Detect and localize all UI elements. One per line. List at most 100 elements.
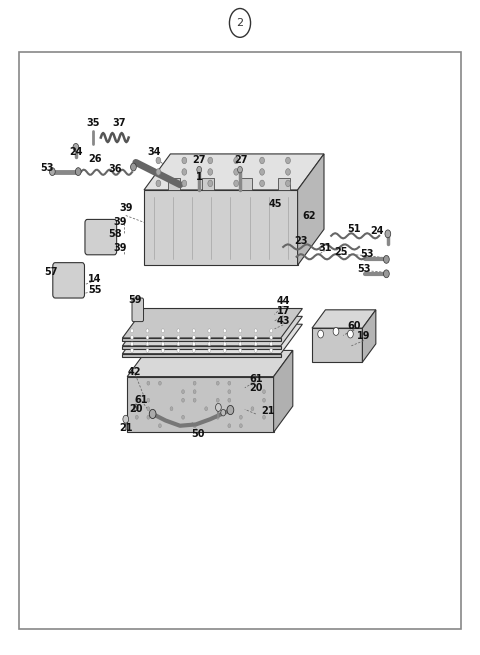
Text: 24: 24 [69,147,83,157]
Circle shape [238,166,242,173]
Circle shape [270,335,273,339]
Text: 27: 27 [192,155,206,165]
Circle shape [177,329,180,333]
Circle shape [208,335,211,339]
Text: 61: 61 [249,373,263,384]
Circle shape [208,168,213,175]
Circle shape [147,415,150,419]
Text: 53: 53 [360,249,374,259]
Text: 42: 42 [128,367,141,377]
Circle shape [240,424,242,428]
Circle shape [223,348,226,352]
Circle shape [286,157,290,164]
Polygon shape [298,154,324,265]
Text: 26: 26 [88,153,102,164]
Text: 57: 57 [45,267,58,277]
Circle shape [208,329,211,333]
Circle shape [223,342,226,346]
Text: 51: 51 [348,224,361,234]
Circle shape [131,335,133,339]
Text: 62: 62 [302,211,315,221]
Circle shape [192,329,195,333]
Circle shape [156,180,161,187]
Circle shape [228,381,231,385]
Circle shape [73,143,79,151]
Circle shape [123,415,129,423]
Text: 34: 34 [148,147,161,157]
Circle shape [131,163,136,171]
Bar [278,178,290,190]
Text: 59: 59 [129,295,142,305]
Polygon shape [122,309,302,338]
Text: 45: 45 [268,199,282,210]
Circle shape [223,329,226,333]
Circle shape [146,342,149,346]
Polygon shape [144,190,298,265]
Circle shape [254,348,257,352]
Circle shape [49,168,55,176]
Text: 37: 37 [112,118,126,128]
Circle shape [182,168,187,175]
Polygon shape [274,350,293,432]
Circle shape [263,390,265,394]
Circle shape [149,409,156,419]
Circle shape [240,415,242,419]
Circle shape [221,409,226,416]
FancyBboxPatch shape [132,298,144,322]
Circle shape [177,342,180,346]
Circle shape [251,407,254,411]
Circle shape [161,329,164,333]
Circle shape [170,407,173,411]
Circle shape [147,407,150,411]
Circle shape [234,180,239,187]
Polygon shape [122,338,281,341]
Circle shape [270,348,273,352]
Circle shape [158,424,161,428]
Text: 39: 39 [113,242,127,253]
Text: 21: 21 [119,422,132,433]
Text: 27: 27 [234,155,248,165]
Circle shape [286,180,290,187]
Polygon shape [122,354,281,357]
Circle shape [192,348,195,352]
Circle shape [197,166,202,173]
Circle shape [181,390,184,394]
Circle shape [228,390,231,394]
Text: 36: 36 [108,164,122,174]
Polygon shape [362,310,376,362]
Text: 23: 23 [295,236,308,246]
Circle shape [135,415,138,419]
Circle shape [193,390,196,394]
Circle shape [228,424,231,428]
Text: 50: 50 [192,428,205,439]
Circle shape [192,342,195,346]
Circle shape [161,348,164,352]
Bar [240,178,252,190]
Circle shape [75,168,81,176]
Circle shape [227,405,234,415]
Circle shape [223,335,226,339]
Circle shape [208,342,211,346]
FancyBboxPatch shape [53,263,84,298]
Circle shape [193,381,196,385]
Text: 20: 20 [129,404,143,415]
Text: 17: 17 [276,306,290,316]
Circle shape [131,348,133,352]
Circle shape [177,348,180,352]
Circle shape [208,180,213,187]
Circle shape [239,342,242,346]
Circle shape [251,381,254,385]
Circle shape [181,398,184,402]
Circle shape [205,407,208,411]
Circle shape [239,348,242,352]
FancyBboxPatch shape [85,219,117,255]
Text: 44: 44 [276,296,290,307]
Circle shape [146,348,149,352]
Text: 20: 20 [249,383,263,393]
Text: 31: 31 [319,242,332,253]
Text: 61: 61 [135,394,148,405]
Circle shape [156,168,161,175]
Circle shape [263,415,265,419]
Circle shape [228,398,231,402]
Polygon shape [122,324,302,354]
